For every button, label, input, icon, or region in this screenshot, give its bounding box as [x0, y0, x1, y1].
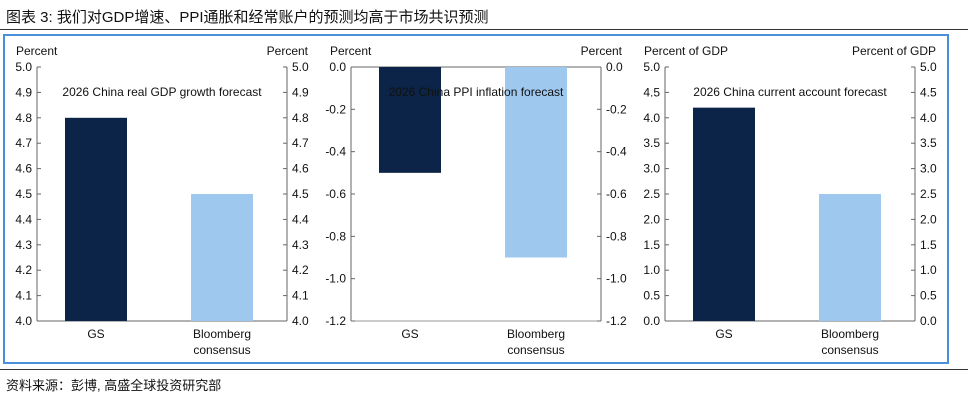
category-label: Bloomberg	[507, 327, 565, 341]
y-axis-label-left: Percent	[16, 44, 58, 58]
y-tick-label-left: -0.2	[325, 102, 346, 116]
y-tick-label-left: 4.1	[15, 289, 32, 303]
y-tick-label-right: 3.5	[920, 136, 937, 150]
y-tick-label-left: 1.5	[643, 238, 660, 252]
ppi-inflation-chart: Percent Percent 0.0 0.0 -0.2 -0.2 -0.4 -0.4 -0.6…	[325, 44, 627, 357]
bar-bloomberg-consensus	[191, 194, 253, 321]
category-label: GS	[401, 327, 418, 341]
bar-bloomberg-consensus	[505, 67, 567, 258]
y-tick-label-left: -0.4	[325, 145, 346, 159]
category-label: GS	[715, 327, 732, 341]
y-tick-label-right: 4.0	[920, 111, 937, 125]
y-tick-label-left: 5.0	[15, 60, 32, 74]
y-tick-label-right: 4.8	[292, 111, 309, 125]
y-tick-label-left: -1.0	[325, 272, 346, 286]
gdp-growth-chart: Percent Percent 5.0 5.0 4.9 4.9 4.8 4.8 4.7 4.7 4.…	[15, 44, 309, 357]
y-tick-label-right: 0.5	[920, 289, 937, 303]
y-tick-label-right: -1.2	[606, 314, 627, 328]
y-tick-label-right: -1.0	[606, 272, 627, 286]
y-tick-label-left: 4.0	[643, 111, 660, 125]
bar-bloomberg-consensus	[819, 194, 881, 321]
source-note: 资料来源：彭博, 高盛全球投资研究部	[6, 378, 222, 393]
y-tick-label-left: 4.3	[15, 238, 32, 252]
y-tick-label-left: 1.0	[643, 263, 660, 277]
category-label: Bloomberg	[193, 327, 251, 341]
y-tick-label-right: 5.0	[292, 60, 309, 74]
y-tick-label-right: 2.0	[920, 212, 937, 226]
y-tick-label-right: -0.2	[606, 102, 627, 116]
y-tick-label-right: 1.0	[920, 263, 937, 277]
chart-frame	[3, 34, 949, 364]
y-tick-label-left: 4.9	[15, 85, 32, 99]
y-tick-label-left: 3.0	[643, 162, 660, 176]
y-tick-label-right: -0.4	[606, 145, 627, 159]
y-tick-label-left: -0.6	[325, 187, 346, 201]
y-tick-label-left: 4.0	[15, 314, 32, 328]
y-tick-label-left: 0.5	[643, 289, 660, 303]
y-axis-label-right: Percent of GDP	[852, 44, 936, 58]
category-label: consensus	[507, 343, 564, 357]
y-tick-label-left: 5.0	[643, 60, 660, 74]
y-tick-label-right: 4.5	[920, 85, 937, 99]
chart-title: 2026 China PPI inflation forecast	[389, 85, 564, 99]
y-tick-label-right: 0.0	[920, 314, 937, 328]
bar-gs	[379, 67, 441, 173]
category-label: consensus	[193, 343, 250, 357]
y-tick-label-right: 1.5	[920, 238, 937, 252]
y-tick-label-right: 4.1	[292, 289, 309, 303]
y-tick-label-right: -0.6	[606, 187, 627, 201]
y-tick-label-right: 4.4	[292, 212, 309, 226]
source-rule	[0, 369, 968, 370]
y-tick-label-left: 4.5	[15, 187, 32, 201]
y-tick-label-right: 4.0	[292, 314, 309, 328]
y-tick-label-left: 2.5	[643, 187, 660, 201]
chart-title: 2026 China real GDP growth forecast	[62, 85, 262, 99]
y-tick-label-right: 4.2	[292, 263, 309, 277]
y-tick-label-left: -1.2	[325, 314, 346, 328]
category-label: consensus	[821, 343, 878, 357]
y-tick-label-right: -0.8	[606, 229, 627, 243]
category-label: GS	[87, 327, 104, 341]
y-tick-label-left: 0.0	[329, 60, 346, 74]
y-tick-label-right: 2.5	[920, 187, 937, 201]
chart-title: 2026 China current account forecast	[693, 85, 887, 99]
y-axis-label-right: Percent	[267, 44, 309, 58]
y-tick-label-right: 4.3	[292, 238, 309, 252]
y-tick-label-right: 3.0	[920, 162, 937, 176]
y-tick-label-right: 5.0	[920, 60, 937, 74]
y-axis-label-right: Percent	[581, 44, 623, 58]
figure-title: 图表 3: 我们对GDP增速、PPI通胀和经常账户的预测均高于市场共识预测	[6, 9, 489, 26]
y-tick-label-left: -0.8	[325, 229, 346, 243]
title-rule	[0, 29, 968, 30]
y-tick-label-left: 4.8	[15, 111, 32, 125]
y-tick-label-left: 4.5	[643, 85, 660, 99]
y-tick-label-left: 3.5	[643, 136, 660, 150]
category-label: Bloomberg	[821, 327, 879, 341]
y-tick-label-left: 0.0	[643, 314, 660, 328]
y-tick-label-right: 4.9	[292, 85, 309, 99]
y-axis-label-left: Percent of GDP	[644, 44, 728, 58]
y-tick-label-left: 4.6	[15, 162, 32, 176]
y-tick-label-left: 4.4	[15, 212, 32, 226]
y-axis-label-left: Percent	[330, 44, 372, 58]
y-tick-label-left: 4.2	[15, 263, 32, 277]
bar-gs	[65, 117, 127, 321]
y-tick-label-left: 2.0	[643, 212, 660, 226]
current-account-chart: Percent of GDP Percent of GDP 5.0 5.0 4.5 4.5…	[643, 44, 937, 357]
bar-gs	[693, 107, 755, 321]
y-tick-label-left: 4.7	[15, 136, 32, 150]
y-tick-label-right: 0.0	[606, 60, 623, 74]
y-tick-label-right: 4.5	[292, 187, 309, 201]
y-tick-label-right: 4.6	[292, 162, 309, 176]
y-tick-label-right: 4.7	[292, 136, 309, 150]
